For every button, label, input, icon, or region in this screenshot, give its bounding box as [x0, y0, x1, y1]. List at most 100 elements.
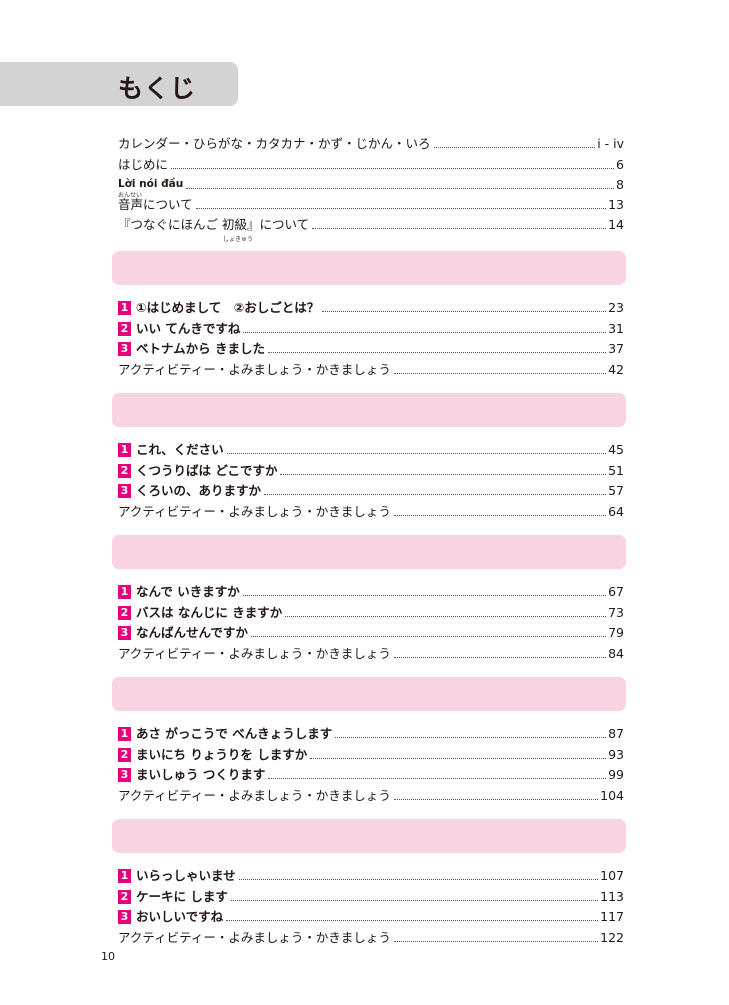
entry-title: 1 ①はじめまして ②おしごとは？	[118, 300, 319, 315]
toc-entry[interactable]: 1 ①はじめまして ②おしごとは？ 23	[118, 295, 624, 315]
entry-text: カレンダー・ひらがな・カタカナ・かず・じかん・いろ	[118, 136, 431, 151]
entry-text: これ、ください	[136, 442, 224, 457]
entry-text: なんで いきますか	[136, 584, 240, 599]
entry-title: はじめに	[118, 157, 168, 172]
entry-text: おいしいですね	[136, 909, 224, 924]
toc-entry[interactable]: 2 いい てんきですね 31	[118, 316, 624, 336]
entry-title: カレンダー・ひらがな・カタカナ・かず・じかん・いろ	[118, 136, 431, 151]
entry-text: 音声について	[118, 197, 193, 212]
entry-title: 3 なんばんせんですか	[118, 625, 248, 640]
entry-text: いい てんきですね	[136, 320, 241, 336]
section-header-band	[112, 677, 626, 711]
entry-text: アクティビティー・よみましょう・かきましょう	[118, 503, 391, 519]
entry-title: アクティビティー・よみましょう・かきましょう	[118, 504, 391, 519]
toc-entry[interactable]: アクティビティー・よみましょう・かきましょう 64	[118, 499, 624, 519]
toc-entry[interactable]: 1 なんで いきますか 67	[118, 579, 624, 599]
dot-leader	[230, 899, 599, 901]
lesson-number-badge: 3	[118, 626, 131, 640]
entry-text: まいしゅう つくります	[136, 767, 266, 782]
toc-entry[interactable]: アクティビティー・よみましょう・かきましょう 104	[118, 783, 624, 803]
entry-page: 93	[608, 746, 624, 762]
lesson-number-badge: 2	[118, 889, 131, 904]
page-number: 10	[101, 950, 115, 963]
section-header-band	[112, 251, 626, 285]
toc-entry[interactable]: アクティビティー・よみましょう・かきましょう 42	[118, 357, 624, 377]
entry-text: アクティビティー・よみましょう・かきましょう	[118, 645, 391, 661]
toc-entry[interactable]: はじめに 6	[118, 152, 624, 172]
entry-page: 122	[600, 929, 624, 945]
lesson-number-badge: 2	[118, 463, 131, 478]
toc-entry[interactable]: 1 いらっしゃいませ 107	[118, 863, 624, 883]
toc-entry[interactable]: 『つなぐにほんご 初級』について 14 しょきゅう	[118, 212, 624, 243]
entry-text: Lời nói đầu	[118, 178, 184, 190]
dot-leader	[285, 615, 607, 617]
toc-entry[interactable]: 3 おいしいですね 117	[118, 904, 624, 924]
entry-page: 57	[608, 483, 624, 498]
dot-leader	[393, 798, 599, 800]
toc-entry[interactable]: 3 なんばんせんですか 79	[118, 620, 624, 640]
toc-entry[interactable]: 3 まいしゅう つくります 99	[118, 762, 624, 782]
toc-entry[interactable]: 音声について 13 おんせい	[118, 192, 624, 212]
dot-leader	[226, 453, 607, 454]
toc-entry[interactable]: 2 くつうりばは どこですか 51	[118, 458, 624, 478]
entry-title: 1 これ、ください	[118, 442, 224, 457]
entry-page: 113	[600, 888, 624, 904]
toc-entry[interactable]: 2 ケーキに します 113	[118, 884, 624, 904]
entry-page: 13	[608, 197, 624, 212]
entry-title: 1 あさ がっこうで べんきょうします	[118, 726, 332, 741]
lesson-number-badge: 1	[118, 869, 131, 883]
entry-text: アクティビティー・よみましょう・かきましょう	[118, 787, 391, 803]
entry-text: 『つなぐにほんご 初級』について	[118, 217, 310, 232]
entry-page: 31	[608, 320, 624, 336]
toc-entry[interactable]: 2 まいにち りょうりを しますか 93	[118, 742, 624, 762]
toc-entry[interactable]: 1 あさ がっこうで べんきょうします 87	[118, 721, 624, 741]
entry-title: Lời nói đầu	[118, 177, 183, 192]
toc-entry[interactable]: アクティビティー・よみましょう・かきましょう 84	[118, 641, 624, 661]
dot-leader	[243, 331, 607, 333]
entry-text: なんばんせんですか	[136, 625, 248, 640]
entry-text: いらっしゃいませ	[136, 868, 236, 883]
toc-entry[interactable]: 3 くろいの、ありますか 57	[118, 478, 624, 498]
toc-entry[interactable]: アクティビティー・よみましょう・かきましょう 122	[118, 925, 624, 945]
entry-title: 3 ベトナムから きました	[118, 341, 265, 356]
toc-entry[interactable]: Lời nói đầu 8	[118, 172, 624, 192]
entry-text: ベトナムから きました	[136, 341, 265, 356]
entry-page: 42	[608, 361, 624, 377]
entry-text: ①はじめまして ②おしごとは？	[136, 300, 320, 315]
entry-page: 23	[608, 300, 624, 315]
entry-page: 99	[608, 767, 624, 782]
entry-page: 8	[616, 177, 624, 192]
lesson-number-badge: 1	[118, 585, 131, 599]
entry-page: 84	[608, 645, 624, 661]
dot-leader	[250, 636, 607, 637]
entry-page: 117	[600, 909, 624, 924]
dot-leader	[393, 940, 599, 942]
entry-page: 51	[608, 462, 624, 478]
entry-title: 音声について	[118, 197, 193, 212]
dot-leader	[335, 737, 607, 738]
entry-text: バスは なんじに きますか	[136, 604, 283, 620]
entry-title: 『つなぐにほんご 初級』について	[118, 217, 309, 232]
entry-page: 104	[600, 787, 624, 803]
furigana: しょきゅう	[223, 236, 254, 243]
dot-leader	[433, 147, 596, 148]
lesson-number-badge: 3	[118, 768, 131, 782]
entry-page: 64	[608, 503, 624, 519]
title-band: もくじ	[0, 62, 238, 106]
entry-text: くつうりばは どこですか	[136, 462, 278, 478]
toc-entry[interactable]: カレンダー・ひらがな・カタカナ・かず・じかん・いろ i - iv	[118, 131, 624, 151]
entry-title: 2 いい てんきですね	[118, 321, 240, 336]
entry-page: 67	[608, 584, 624, 599]
entry-title: 1 なんで いきますか	[118, 584, 240, 599]
toc-entry[interactable]: 2 バスは なんじに きますか 73	[118, 600, 624, 620]
entry-text: ケーキに します	[136, 888, 228, 904]
dot-leader	[195, 208, 607, 209]
entry-text: まいにち りょうりを しますか	[136, 746, 308, 762]
dot-leader	[280, 473, 607, 475]
entry-title: アクティビティー・よみましょう・かきましょう	[118, 646, 391, 661]
entry-page: 6	[616, 157, 624, 172]
entry-page: 14	[608, 217, 624, 232]
toc-entry[interactable]: 1 これ、ください 45	[118, 437, 624, 457]
entry-text: アクティビティー・よみましょう・かきましょう	[118, 929, 391, 945]
toc-entry[interactable]: 3 ベトナムから きました 37	[118, 336, 624, 356]
